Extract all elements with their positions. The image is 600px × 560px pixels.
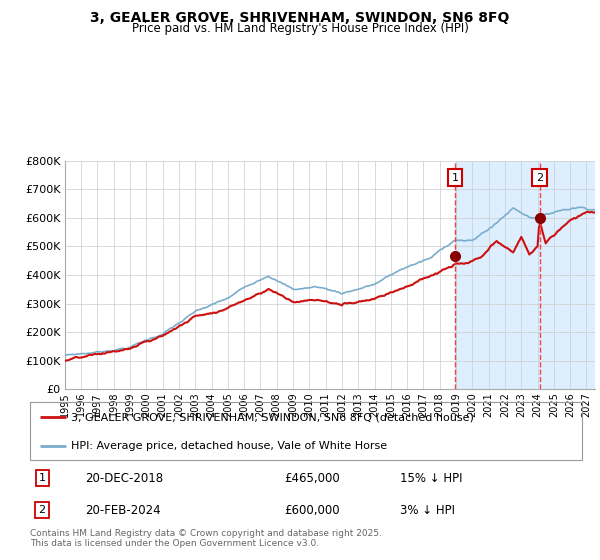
Text: £465,000: £465,000 — [284, 472, 340, 484]
Text: 1: 1 — [38, 473, 46, 483]
Text: 1: 1 — [452, 173, 459, 183]
Text: 15% ↓ HPI: 15% ↓ HPI — [400, 472, 463, 484]
Bar — [455, 161, 595, 389]
Text: Contains HM Land Registry data © Crown copyright and database right 2025.
This d: Contains HM Land Registry data © Crown c… — [30, 529, 382, 548]
Text: £600,000: £600,000 — [284, 503, 340, 517]
Text: 2: 2 — [38, 505, 46, 515]
Text: HPI: Average price, detached house, Vale of White Horse: HPI: Average price, detached house, Vale… — [71, 441, 388, 451]
Text: 20-FEB-2024: 20-FEB-2024 — [85, 503, 161, 517]
Text: 2: 2 — [536, 173, 543, 183]
Text: Price paid vs. HM Land Registry's House Price Index (HPI): Price paid vs. HM Land Registry's House … — [131, 22, 469, 35]
Text: 3, GEALER GROVE, SHRIVENHAM, SWINDON, SN6 8FQ: 3, GEALER GROVE, SHRIVENHAM, SWINDON, SN… — [91, 11, 509, 25]
Text: 20-DEC-2018: 20-DEC-2018 — [85, 472, 163, 484]
Text: 3, GEALER GROVE, SHRIVENHAM, SWINDON, SN6 8FQ (detached house): 3, GEALER GROVE, SHRIVENHAM, SWINDON, SN… — [71, 412, 474, 422]
Text: 3% ↓ HPI: 3% ↓ HPI — [400, 503, 455, 517]
